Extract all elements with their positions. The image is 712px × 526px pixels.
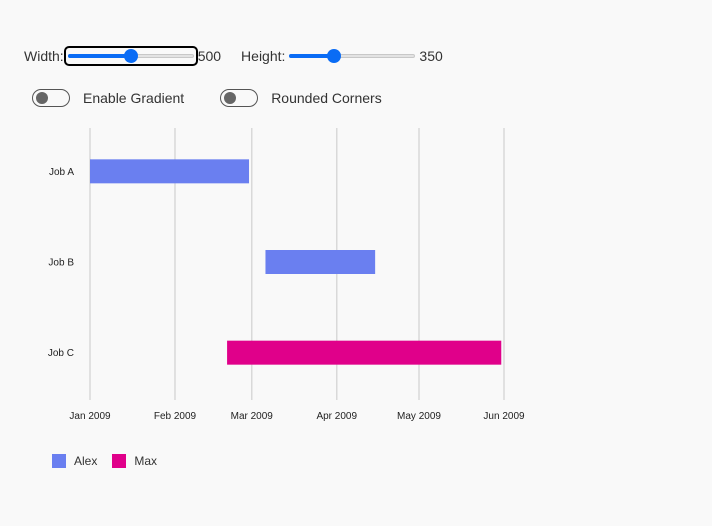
width-slider[interactable] — [63, 46, 198, 66]
rounded-toggle-knob — [224, 92, 237, 104]
rounded-label: Rounded Corners — [271, 90, 382, 106]
x-tick-label: Apr 2009 — [316, 411, 357, 422]
x-tick-label: May 2009 — [397, 411, 441, 422]
gantt-bar — [265, 250, 376, 274]
width-slider-thumb[interactable] — [123, 49, 138, 63]
y-tick-label: Job B — [48, 258, 74, 269]
width-slider-fill — [67, 54, 131, 58]
x-tick-label: Feb 2009 — [154, 411, 197, 422]
gantt-bar — [227, 340, 502, 365]
x-tick-label: Jun 2009 — [483, 411, 525, 422]
x-tick-label: Mar 2009 — [231, 411, 274, 422]
width-value: 500 — [197, 48, 222, 64]
size-controls: Width: 500 Height: 350 — [24, 46, 443, 66]
rounded-toggle[interactable] — [220, 89, 259, 107]
height-slider-fill — [289, 54, 334, 58]
legend-label: Max — [134, 454, 158, 468]
legend-item: Alex — [52, 454, 97, 468]
y-tick-label: Job C — [48, 348, 74, 359]
x-tick-label: Jan 2009 — [69, 411, 111, 422]
chart-legend: Alex Max — [52, 454, 172, 468]
height-slider[interactable] — [287, 48, 417, 64]
legend-item: Max — [112, 454, 157, 468]
height-slider-thumb[interactable] — [326, 49, 341, 63]
width-label: Width: — [24, 48, 64, 64]
y-tick-label: Job A — [49, 167, 74, 178]
gradient-toggle-knob — [36, 92, 48, 104]
gradient-toggle[interactable] — [32, 89, 70, 107]
height-value: 350 — [419, 48, 443, 64]
option-toggles: Enable Gradient Rounded Corners — [32, 89, 382, 107]
legend-swatch — [112, 454, 127, 468]
height-label: Height: — [241, 48, 286, 64]
legend-swatch — [52, 454, 66, 468]
gradient-label: Enable Gradient — [83, 90, 185, 106]
legend-label: Alex — [74, 454, 98, 468]
gantt-bar — [90, 159, 250, 184]
